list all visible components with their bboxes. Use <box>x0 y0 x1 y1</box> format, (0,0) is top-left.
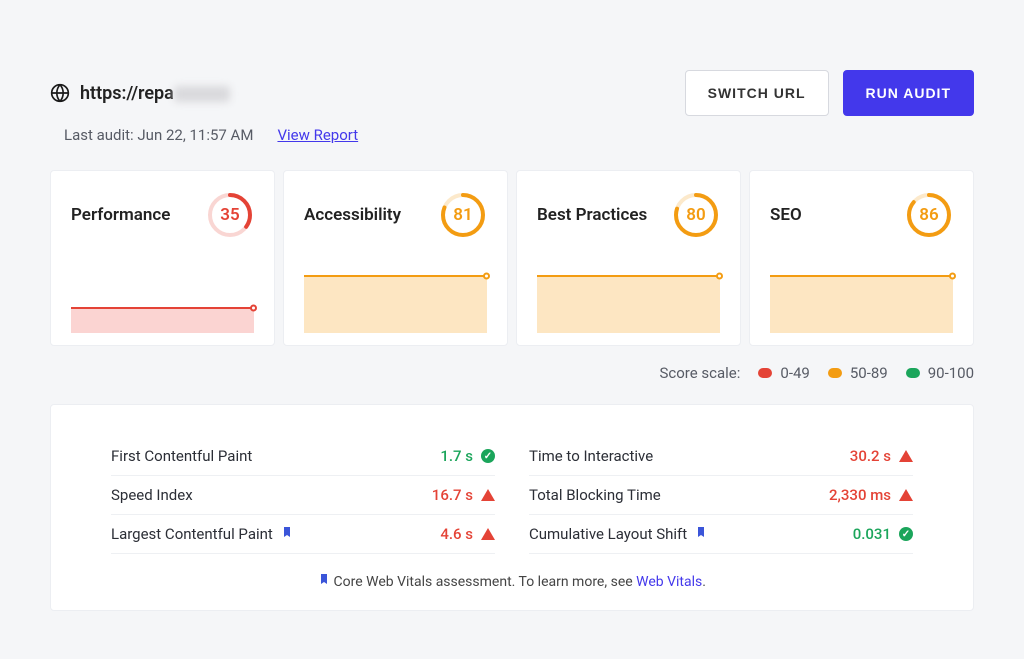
score-card[interactable]: Performance 35 <box>50 170 275 346</box>
warn-icon <box>899 450 913 462</box>
score-value: 35 <box>206 191 254 239</box>
ok-icon: ✓ <box>899 527 913 541</box>
score-scale: Score scale: 0-49 50-89 90-100 <box>50 364 974 382</box>
metric-label-text: Time to Interactive <box>529 447 653 465</box>
score-sparkline <box>71 271 254 333</box>
bookmark-icon <box>695 525 707 543</box>
score-scale-item: 0-49 <box>758 364 809 382</box>
score-card-title: Performance <box>71 205 170 225</box>
url-text: https://repa <box>80 83 230 104</box>
score-card-title: SEO <box>770 205 802 225</box>
scale-dot <box>906 368 920 378</box>
header-bar: https://repa SWITCH URL RUN AUDIT <box>50 70 974 116</box>
metric-row: Largest Contentful Paint 4.6 s <box>111 515 495 554</box>
metric-value-text: 4.6 s <box>440 525 473 543</box>
score-gauge: 86 <box>905 191 953 239</box>
bookmark-icon <box>318 574 333 590</box>
score-sparkline <box>304 271 487 333</box>
sub-bar: Last audit: Jun 22, 11:57 AM View Report <box>50 126 974 144</box>
url-group: https://repa <box>50 83 230 104</box>
warn-icon <box>481 528 495 540</box>
metric-value-text: 2,330 ms <box>829 486 891 504</box>
metric-row: Time to Interactive 30.2 s <box>529 437 913 476</box>
view-report-link[interactable]: View Report <box>277 126 358 144</box>
metric-label-text: Largest Contentful Paint <box>111 525 273 543</box>
bookmark-icon <box>281 525 293 543</box>
scale-dot <box>828 368 842 378</box>
metric-label-text: First Contentful Paint <box>111 447 252 465</box>
metrics-panel: First Contentful Paint 1.7 s ✓ Speed Inde… <box>50 404 974 611</box>
web-vitals-link[interactable]: Web Vitals <box>636 574 702 590</box>
score-value: 86 <box>905 191 953 239</box>
score-scale-item: 50-89 <box>828 364 888 382</box>
globe-icon <box>50 83 70 103</box>
score-gauge: 81 <box>439 191 487 239</box>
metric-row: Cumulative Layout Shift 0.031 ✓ <box>529 515 913 554</box>
metric-label-text: Cumulative Layout Shift <box>529 525 687 543</box>
score-scale-item: 90-100 <box>906 364 974 382</box>
score-scale-label: Score scale: <box>659 364 740 382</box>
warn-icon <box>481 489 495 501</box>
score-value: 80 <box>672 191 720 239</box>
score-card[interactable]: SEO 86 <box>749 170 974 346</box>
metric-value-text: 30.2 s <box>850 447 891 465</box>
warn-icon <box>899 489 913 501</box>
ok-icon: ✓ <box>481 449 495 463</box>
metric-value-text: 16.7 s <box>432 486 473 504</box>
metric-value-text: 1.7 s <box>440 447 473 465</box>
score-card[interactable]: Accessibility 81 <box>283 170 508 346</box>
scale-dot <box>758 368 772 378</box>
metric-value-text: 0.031 <box>853 525 891 543</box>
metric-row: First Contentful Paint 1.7 s ✓ <box>111 437 495 476</box>
score-sparkline <box>537 271 720 333</box>
score-card-title: Accessibility <box>304 205 401 225</box>
score-sparkline <box>770 271 953 333</box>
metric-row: Total Blocking Time 2,330 ms <box>529 476 913 515</box>
score-gauge: 35 <box>206 191 254 239</box>
scale-range-label: 90-100 <box>928 364 974 382</box>
score-card[interactable]: Best Practices 80 <box>516 170 741 346</box>
run-audit-button[interactable]: RUN AUDIT <box>843 70 974 116</box>
score-value: 81 <box>439 191 487 239</box>
scale-range-label: 50-89 <box>850 364 888 382</box>
metric-row: Speed Index 16.7 s <box>111 476 495 515</box>
metric-label-text: Speed Index <box>111 486 193 504</box>
url-redacted <box>174 86 230 102</box>
score-card-title: Best Practices <box>537 205 647 225</box>
core-web-vitals-note: Core Web Vitals assessment. To learn mor… <box>111 572 913 590</box>
score-gauge: 80 <box>672 191 720 239</box>
switch-url-button[interactable]: SWITCH URL <box>685 70 829 116</box>
score-cards-row: Performance 35 Accessibility <box>50 170 974 346</box>
metric-label-text: Total Blocking Time <box>529 486 661 504</box>
last-audit-text: Last audit: Jun 22, 11:57 AM <box>64 126 253 144</box>
scale-range-label: 0-49 <box>780 364 809 382</box>
